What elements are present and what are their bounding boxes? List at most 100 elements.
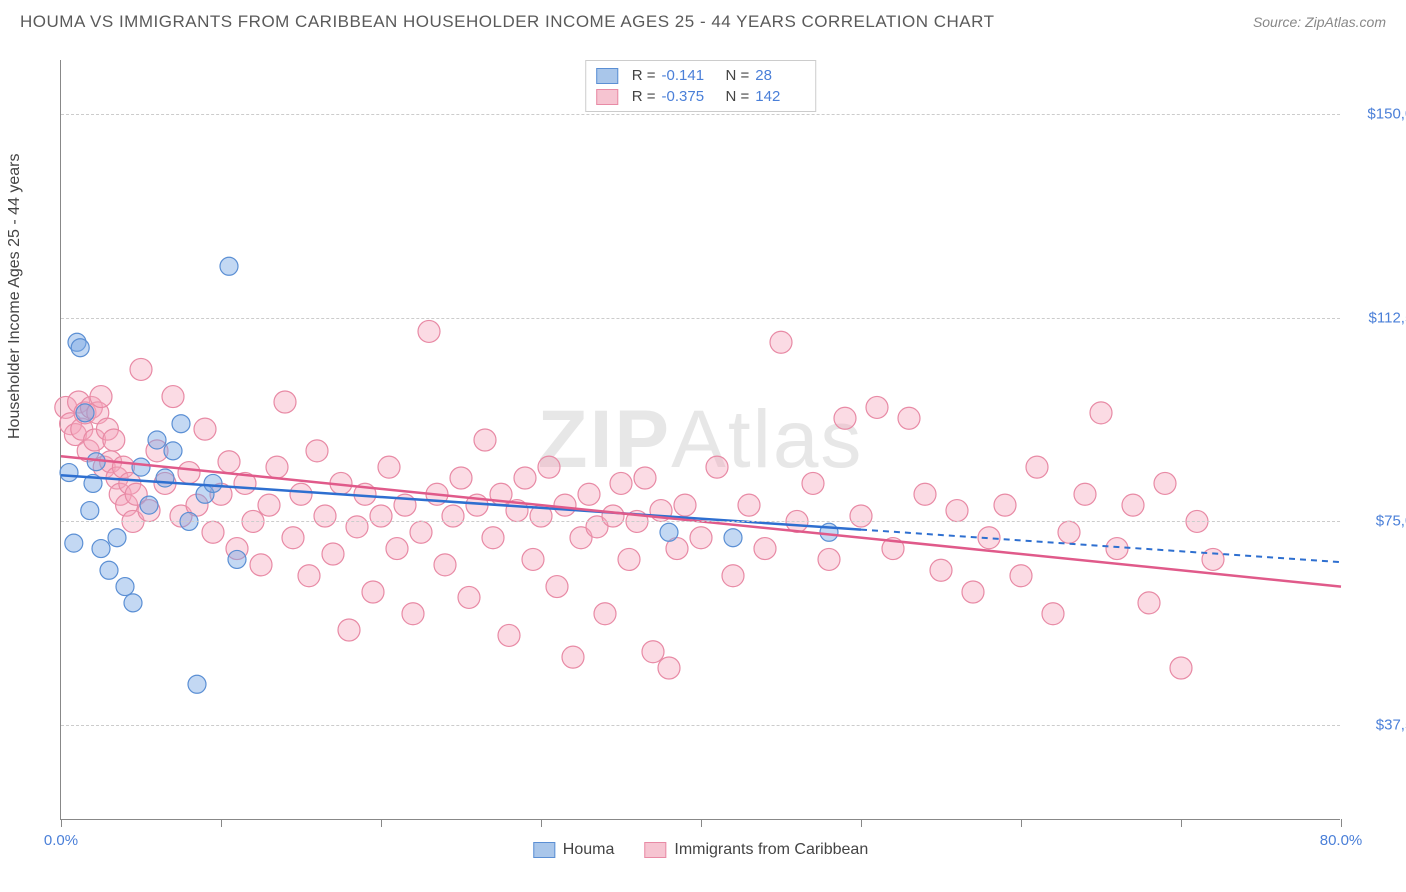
data-point — [618, 548, 640, 570]
data-point — [76, 404, 94, 422]
data-point — [802, 472, 824, 494]
data-point — [594, 603, 616, 625]
data-point — [770, 331, 792, 353]
data-point — [1090, 402, 1112, 424]
swatch-caribbean — [644, 842, 666, 858]
scatter-plot-svg — [61, 60, 1340, 819]
data-point — [81, 502, 99, 520]
y-tick-label: $150,000 — [1350, 106, 1406, 123]
data-point — [1026, 456, 1048, 478]
data-point — [386, 538, 408, 560]
r-value-caribbean: -0.375 — [662, 88, 712, 105]
chart-title: HOUMA VS IMMIGRANTS FROM CARIBBEAN HOUSE… — [20, 12, 995, 32]
data-point — [130, 358, 152, 380]
data-point — [634, 467, 656, 489]
r-label: R = — [632, 88, 656, 105]
data-point — [442, 505, 464, 527]
data-point — [250, 554, 272, 576]
data-point — [546, 576, 568, 598]
data-point — [1042, 603, 1064, 625]
data-point — [690, 527, 712, 549]
x-tick-label: 80.0% — [1320, 832, 1363, 849]
data-point — [60, 464, 78, 482]
legend-item-houma: Houma — [533, 841, 615, 859]
y-tick-label: $75,000 — [1350, 513, 1406, 530]
data-point — [410, 521, 432, 543]
data-point — [450, 467, 472, 489]
data-point — [188, 675, 206, 693]
data-point — [148, 431, 166, 449]
data-point — [194, 418, 216, 440]
data-point — [1106, 538, 1128, 560]
data-point — [482, 527, 504, 549]
data-point — [92, 540, 110, 558]
data-point — [610, 472, 632, 494]
data-point — [314, 505, 336, 527]
data-point — [266, 456, 288, 478]
data-point — [818, 548, 840, 570]
data-point — [754, 538, 776, 560]
data-point — [978, 527, 1000, 549]
data-point — [290, 483, 312, 505]
series-legend: Houma Immigrants from Caribbean — [533, 841, 868, 859]
swatch-houma — [533, 842, 555, 858]
x-tick-label: 0.0% — [44, 832, 78, 849]
data-point — [724, 529, 742, 547]
data-point — [914, 483, 936, 505]
data-point — [132, 458, 150, 476]
data-point — [370, 505, 392, 527]
y-tick-label: $37,500 — [1350, 717, 1406, 734]
data-point — [258, 494, 280, 516]
n-label: N = — [726, 88, 750, 105]
data-point — [172, 415, 190, 433]
data-point — [658, 657, 680, 679]
data-point — [362, 581, 384, 603]
legend-item-caribbean: Immigrants from Caribbean — [644, 841, 868, 859]
data-point — [100, 561, 118, 579]
data-point — [322, 543, 344, 565]
data-point — [722, 565, 744, 587]
data-point — [738, 494, 760, 516]
data-point — [962, 581, 984, 603]
legend-row-houma: R = -0.141 N = 28 — [596, 65, 806, 86]
data-point — [706, 456, 728, 478]
n-value-houma: 28 — [755, 67, 805, 84]
data-point — [124, 594, 142, 612]
swatch-caribbean — [596, 89, 618, 105]
legend-label-houma: Houma — [563, 841, 615, 859]
n-value-caribbean: 142 — [755, 88, 805, 105]
data-point — [660, 523, 678, 541]
data-point — [1058, 521, 1080, 543]
data-point — [514, 467, 536, 489]
data-point — [554, 494, 576, 516]
data-point — [850, 505, 872, 527]
data-point — [90, 386, 112, 408]
data-point — [898, 407, 920, 429]
data-point — [642, 641, 664, 663]
data-point — [1138, 592, 1160, 614]
data-point — [434, 554, 456, 576]
data-point — [1154, 472, 1176, 494]
legend-row-caribbean: R = -0.375 N = 142 — [596, 86, 806, 107]
data-point — [522, 548, 544, 570]
swatch-houma — [596, 68, 618, 84]
chart-area: ZIPAtlas R = -0.141 N = 28 R = -0.375 N … — [60, 60, 1340, 820]
data-point — [218, 451, 240, 473]
source-label: Source: ZipAtlas.com — [1253, 14, 1386, 30]
data-point — [306, 440, 328, 462]
data-point — [378, 456, 400, 478]
data-point — [162, 386, 184, 408]
data-point — [282, 527, 304, 549]
data-point — [946, 500, 968, 522]
data-point — [498, 624, 520, 646]
data-point — [930, 559, 952, 581]
data-point — [116, 578, 134, 596]
data-point — [1170, 657, 1192, 679]
data-point — [674, 494, 696, 516]
legend-label-caribbean: Immigrants from Caribbean — [674, 841, 868, 859]
y-tick-label: $112,500 — [1350, 309, 1406, 326]
data-point — [338, 619, 360, 641]
data-point — [458, 586, 480, 608]
data-point — [538, 456, 560, 478]
data-point — [578, 483, 600, 505]
